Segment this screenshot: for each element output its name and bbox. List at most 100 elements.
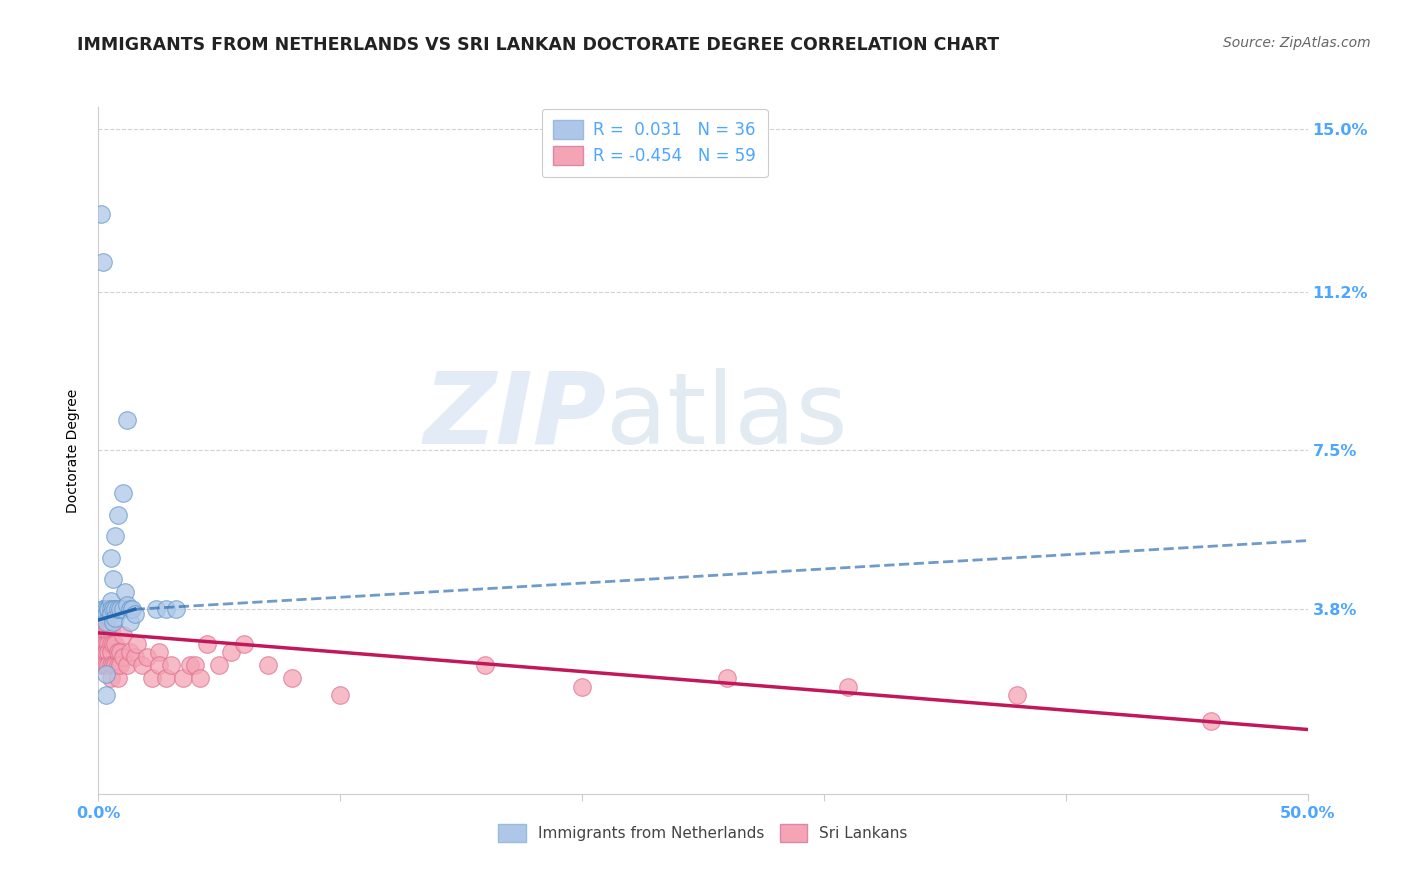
Point: [117, 598, 139, 612]
Point: [716, 671, 738, 685]
Point: [94, 602, 117, 616]
Point: [90, 658, 112, 673]
Point: [281, 671, 304, 685]
Point: [97, 602, 120, 616]
Point: [165, 602, 187, 616]
Point: [97, 658, 120, 673]
Point: [94, 688, 117, 702]
Point: [104, 637, 127, 651]
Point: [148, 658, 170, 673]
Point: [111, 602, 134, 616]
Point: [108, 645, 131, 659]
Point: [97, 602, 120, 616]
Point: [94, 624, 117, 638]
Point: [94, 666, 117, 681]
Point: [100, 637, 122, 651]
Point: [124, 607, 146, 621]
Point: [100, 607, 122, 621]
Point: [101, 637, 124, 651]
Point: [104, 611, 127, 625]
Point: [100, 550, 122, 565]
Point: [108, 658, 131, 673]
Point: [100, 593, 122, 607]
Point: [100, 602, 122, 616]
Point: [135, 649, 157, 664]
Point: [101, 572, 124, 586]
Point: [91, 637, 114, 651]
Point: [90, 207, 112, 221]
Point: [107, 508, 129, 522]
Point: [155, 602, 177, 616]
Point: [91, 624, 114, 638]
Point: [100, 658, 122, 673]
Point: [179, 658, 201, 673]
Point: [148, 645, 170, 659]
Point: [188, 671, 211, 685]
Point: [141, 671, 163, 685]
Point: [172, 671, 194, 685]
Point: [145, 602, 167, 616]
Point: [91, 658, 114, 673]
Point: [94, 637, 117, 651]
Point: [111, 649, 134, 664]
Point: [107, 645, 129, 659]
Point: [94, 607, 117, 621]
Point: [101, 658, 124, 673]
Point: [155, 671, 177, 685]
Point: [108, 602, 131, 616]
Point: [160, 658, 183, 673]
Point: [124, 649, 146, 664]
Point: [118, 645, 141, 659]
Point: [100, 624, 122, 638]
Point: [184, 658, 207, 673]
Point: [91, 602, 114, 616]
Point: [474, 658, 496, 673]
Point: [101, 615, 124, 630]
Point: [90, 624, 112, 638]
Point: [114, 585, 136, 599]
Point: [117, 658, 139, 673]
Point: [107, 671, 129, 685]
Point: [91, 645, 114, 659]
Text: ZIP: ZIP: [423, 368, 606, 465]
Y-axis label: Doctorate Degree: Doctorate Degree: [66, 388, 80, 513]
Point: [97, 645, 120, 659]
Point: [107, 602, 129, 616]
Point: [94, 645, 117, 659]
Point: [111, 486, 134, 500]
Point: [91, 254, 114, 268]
Legend: Immigrants from Netherlands, Sri Lankans: Immigrants from Netherlands, Sri Lankans: [492, 818, 914, 848]
Point: [1199, 714, 1222, 728]
Point: [195, 637, 218, 651]
Point: [837, 680, 859, 694]
Point: [1007, 688, 1029, 702]
Text: IMMIGRANTS FROM NETHERLANDS VS SRI LANKAN DOCTORATE DEGREE CORRELATION CHART: IMMIGRANTS FROM NETHERLANDS VS SRI LANKA…: [77, 36, 1000, 54]
Point: [91, 602, 114, 616]
Point: [329, 688, 352, 702]
Point: [94, 658, 117, 673]
Point: [101, 602, 124, 616]
Point: [121, 602, 143, 616]
Point: [100, 671, 122, 685]
Point: [97, 637, 120, 651]
Point: [131, 658, 153, 673]
Point: [232, 637, 254, 651]
Point: [118, 615, 141, 630]
Point: [127, 637, 149, 651]
Point: [221, 645, 243, 659]
Point: [208, 658, 231, 673]
Point: [104, 658, 127, 673]
Point: [256, 658, 278, 673]
Point: [104, 602, 127, 616]
Point: [104, 529, 127, 543]
Point: [90, 637, 112, 651]
Point: [100, 645, 122, 659]
Point: [117, 413, 139, 427]
Point: [571, 680, 593, 694]
Point: [111, 628, 134, 642]
Point: [107, 658, 129, 673]
Point: [118, 602, 141, 616]
Text: atlas: atlas: [606, 368, 848, 465]
Point: [94, 615, 117, 630]
Point: [97, 624, 120, 638]
